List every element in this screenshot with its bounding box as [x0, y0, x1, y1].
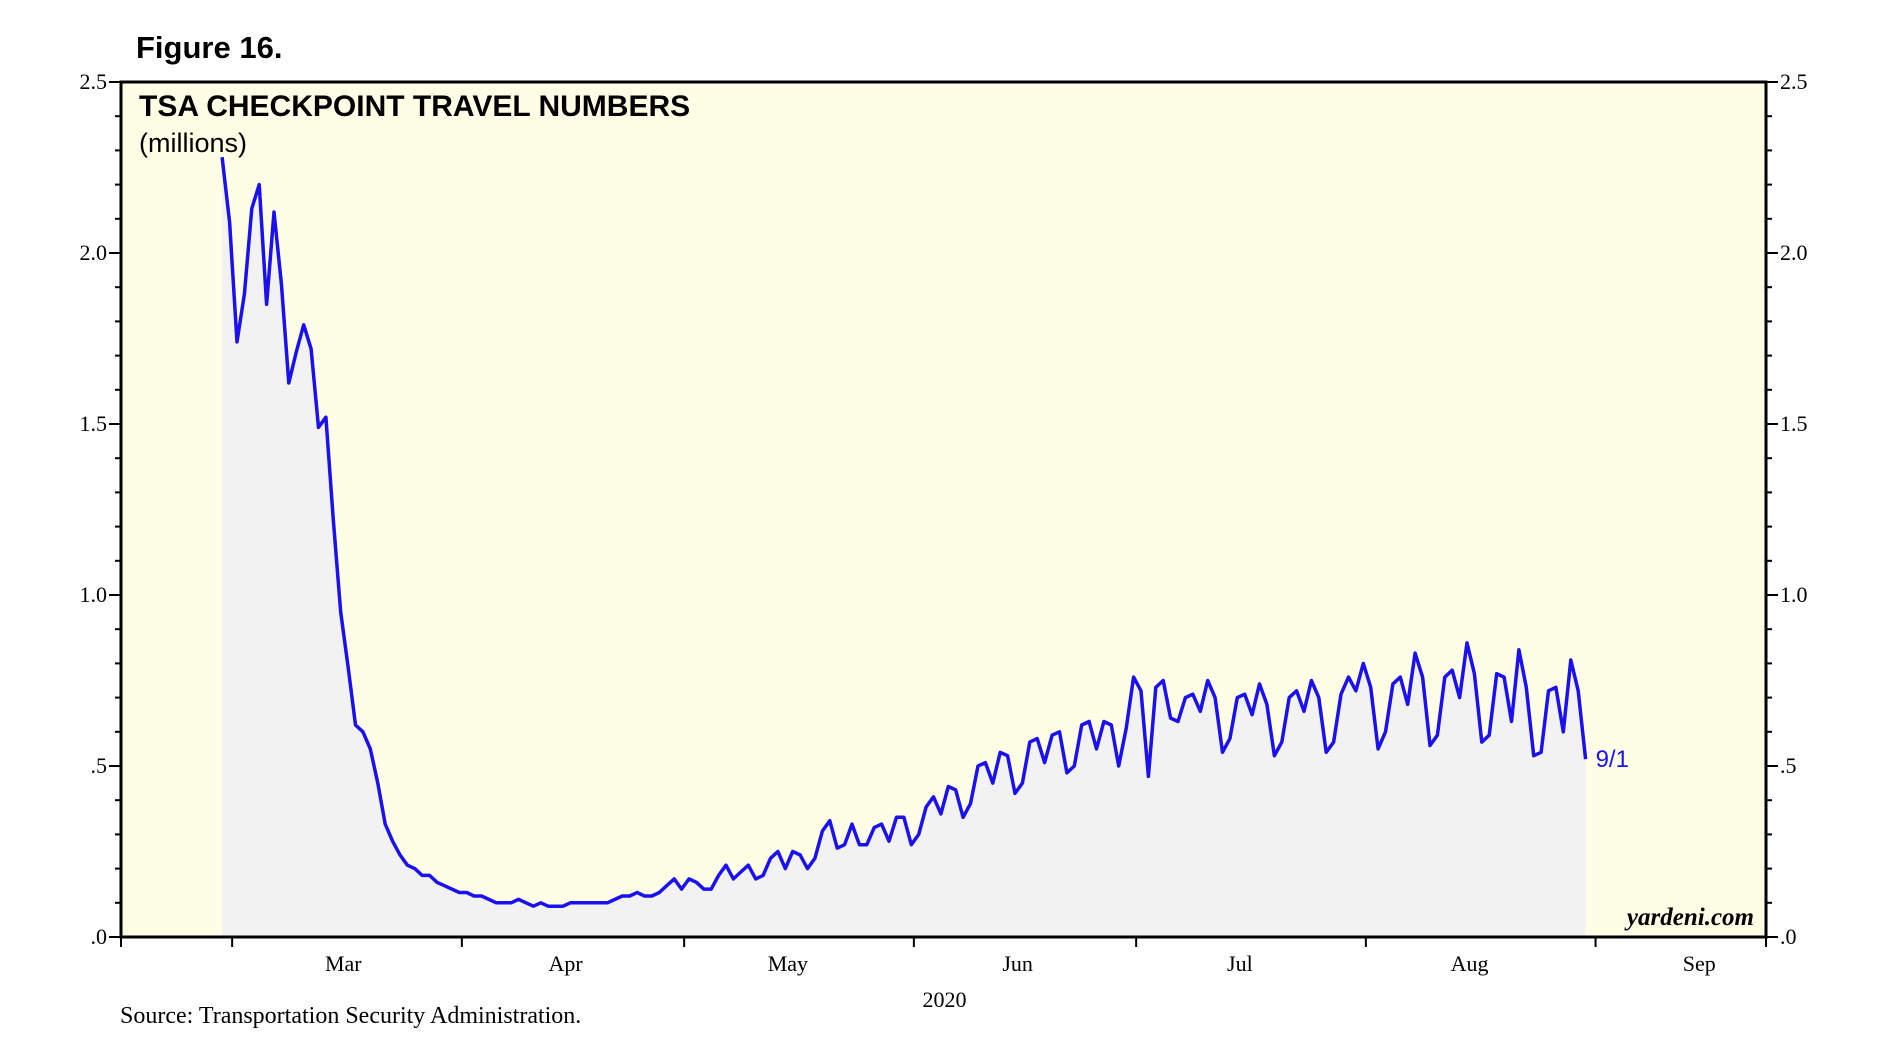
- series-line: [220, 156, 1588, 908]
- y-tick-label-right: 1.5: [1780, 411, 1808, 436]
- y-tick-label-right: 1.0: [1780, 582, 1808, 607]
- plot-frame: [119, 80, 1768, 939]
- y-tick-label-left: 1.0: [80, 582, 108, 607]
- x-axis: Mar Apr May Jun Jul Aug Sep: [120, 937, 1767, 976]
- figure-label: Figure 16.: [136, 30, 283, 65]
- y-tick-label-left: 2.5: [80, 69, 108, 94]
- y-tick-label-right: .5: [1780, 753, 1797, 778]
- x-tick-label: Jul: [1227, 951, 1253, 976]
- x-axis-label: 2020: [923, 987, 967, 1012]
- end-value-label: 9/1: [1596, 746, 1629, 773]
- series-area: [222, 157, 1586, 937]
- x-tick-label: Mar: [325, 951, 362, 976]
- source-note: Source: Transportation Security Administ…: [120, 1003, 582, 1029]
- x-tick-label: Jun: [1002, 951, 1033, 976]
- y-tick-label-right: .0: [1780, 924, 1797, 949]
- y-axis-left: .0 .5 1.0 1.5 2.0 2.5: [80, 69, 121, 949]
- chart-subtitle: (millions): [139, 128, 247, 158]
- x-tick-label: May: [768, 951, 808, 976]
- y-tick-label-left: .0: [91, 924, 108, 949]
- y-tick-label-right: 2.0: [1780, 240, 1808, 265]
- y-axis-right: .0 .5 1.0 1.5 2.0 2.5: [1766, 69, 1808, 949]
- x-tick-label: Sep: [1683, 951, 1716, 976]
- x-tick-label: Apr: [548, 951, 583, 976]
- y-tick-label-right: 2.5: [1780, 69, 1808, 94]
- x-tick-label: Aug: [1451, 951, 1489, 976]
- watermark: yardeni.com: [1624, 904, 1754, 931]
- y-tick-label-left: 2.0: [80, 240, 108, 265]
- chart-title: TSA CHECKPOINT TRAVEL NUMBERS: [139, 90, 690, 123]
- y-tick-label-left: .5: [91, 753, 108, 778]
- y-tick-label-left: 1.5: [80, 411, 108, 436]
